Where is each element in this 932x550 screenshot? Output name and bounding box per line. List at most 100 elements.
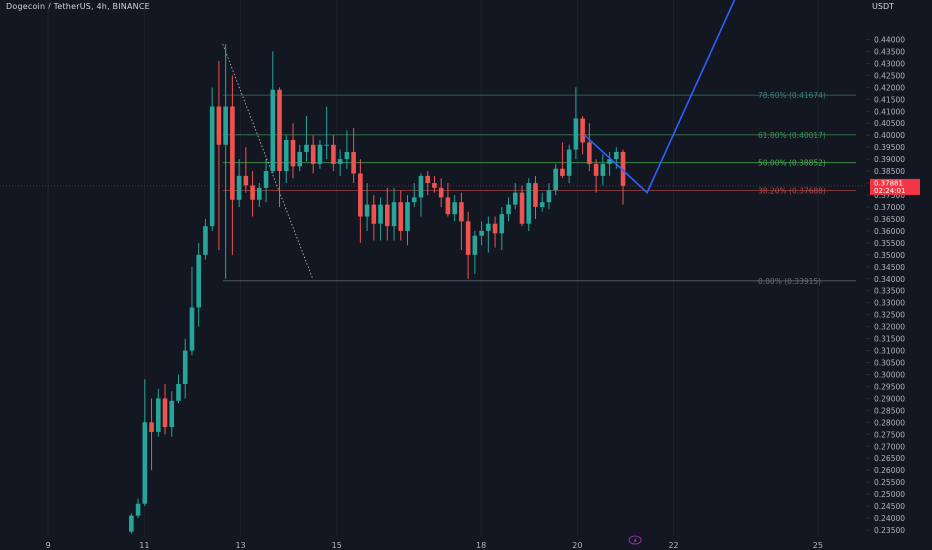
y-tick-label: 0.29000 [874,394,905,403]
candle-body [189,307,195,351]
grid-lines [47,0,819,536]
candle-body [499,214,505,234]
candle-body [337,159,343,164]
candle-body [391,202,397,227]
x-tick-label: 15 [332,541,342,550]
candle-body [432,183,437,188]
candle-body [216,106,222,145]
current-price-tag[interactable] [870,178,920,195]
fib-level-label: 50.00% (0.38852) [758,159,826,168]
candle-body [277,89,282,172]
x-axis[interactable]: 9 11 13 15 18 20 22 25 ⚡ [46,535,823,550]
candle-body [310,144,316,164]
candle-body [580,118,585,143]
y-tick-label: 0.33000 [874,299,905,308]
y-tick-label: 0.35500 [874,239,905,248]
candle-body [176,384,181,401]
candle-body [607,159,612,164]
y-tick-label: 0.28500 [874,406,905,415]
candle-body [358,173,363,217]
candle-body [230,106,235,200]
y-tick-label: 0.32500 [874,311,905,320]
x-tick-label: 9 [46,541,51,550]
y-tick-label: 0.26500 [874,454,905,463]
y-tick-label: 0.31500 [874,335,905,344]
candle-body [196,254,201,308]
y-tick-label: 0.43000 [874,59,905,68]
candle-body [553,168,558,191]
fibonacci-retracement[interactable]: 78.60% (0.41674) 61.80% (0.40017) 50.00% (… [222,91,856,286]
candle-body [438,187,444,198]
candle-body [418,175,424,198]
candle-body [587,142,592,164]
candle-body [283,139,289,172]
candle-body [149,422,154,432]
candle-body [533,183,538,207]
candle-body [162,398,168,428]
candle-body [560,168,565,176]
y-tick-label: 0.41000 [874,107,905,116]
projection-path[interactable] [584,0,737,194]
y-tick-label: 0.38500 [874,167,905,176]
candle-body [519,192,525,224]
candle-body [297,151,303,167]
projection-layer[interactable] [584,0,737,194]
axis-currency-label: USDT [872,2,894,11]
lightning-marker-icon[interactable] [628,535,642,545]
y-tick-label: 0.24000 [874,514,905,523]
y-tick-label: 0.37000 [874,203,905,212]
candle-body [243,175,249,186]
lightning-marker-glyph: ⚡ [633,538,637,545]
candle-body [257,187,262,200]
y-tick-label: 0.32000 [874,323,905,332]
y-tick-label: 0.23500 [874,526,905,535]
y-tick-label: 0.27500 [874,430,905,439]
candle-body [472,235,478,255]
chart-title: Dogecoin / TetherUS, 4h, BINANCE [6,2,150,11]
y-tick-label: 0.36000 [874,227,905,236]
y-tick-label: 0.25500 [874,478,905,487]
candle-body [411,197,417,203]
candle-body [492,223,498,234]
candle-body [317,144,323,164]
y-axis[interactable]: 0.23500 0.24000 0.24500 0.25000 0.25500 0.260… [0,35,920,535]
candle-body [223,106,228,145]
candle-body [398,202,404,231]
y-tick-label: 0.36500 [874,215,905,224]
y-tick-label: 0.28000 [874,418,905,427]
y-tick-label: 0.40000 [874,131,905,140]
fib-level-label: 78.60% (0.41674) [758,91,826,100]
y-tick-label: 0.42000 [874,83,905,92]
candle-body [236,175,242,200]
y-tick-label: 0.33500 [874,287,905,296]
candle-body [135,503,141,516]
y-tick-label: 0.34000 [874,275,905,284]
candle-body [304,144,309,152]
countdown-label: 02:24:01 [874,187,905,195]
candle-body [331,144,336,164]
candle-body [371,204,377,224]
candle-body [250,185,255,200]
y-tick-label: 0.42500 [874,71,905,80]
x-tick-label: 25 [813,541,823,550]
candle-body [203,226,208,255]
y-tick-label: 0.40500 [874,119,905,128]
candle-body [425,175,431,184]
candle-body [573,118,579,150]
y-tick-label: 0.39500 [874,143,905,152]
y-tick-label: 0.30000 [874,370,905,379]
candle-body [600,163,606,176]
candle-body [142,422,148,504]
candle-body [614,151,619,160]
candle-body [445,197,451,215]
fib-level-label: 0.00% (0.33915) [758,277,821,286]
y-tick-label: 0.30500 [874,359,905,368]
y-tick-label: 0.44000 [874,35,905,44]
candle-body [465,221,471,255]
candle-body [378,204,383,224]
candle-body [155,398,161,432]
candle-body [364,204,370,217]
y-tick-label: 0.39000 [874,155,905,164]
candle-body [566,149,572,176]
